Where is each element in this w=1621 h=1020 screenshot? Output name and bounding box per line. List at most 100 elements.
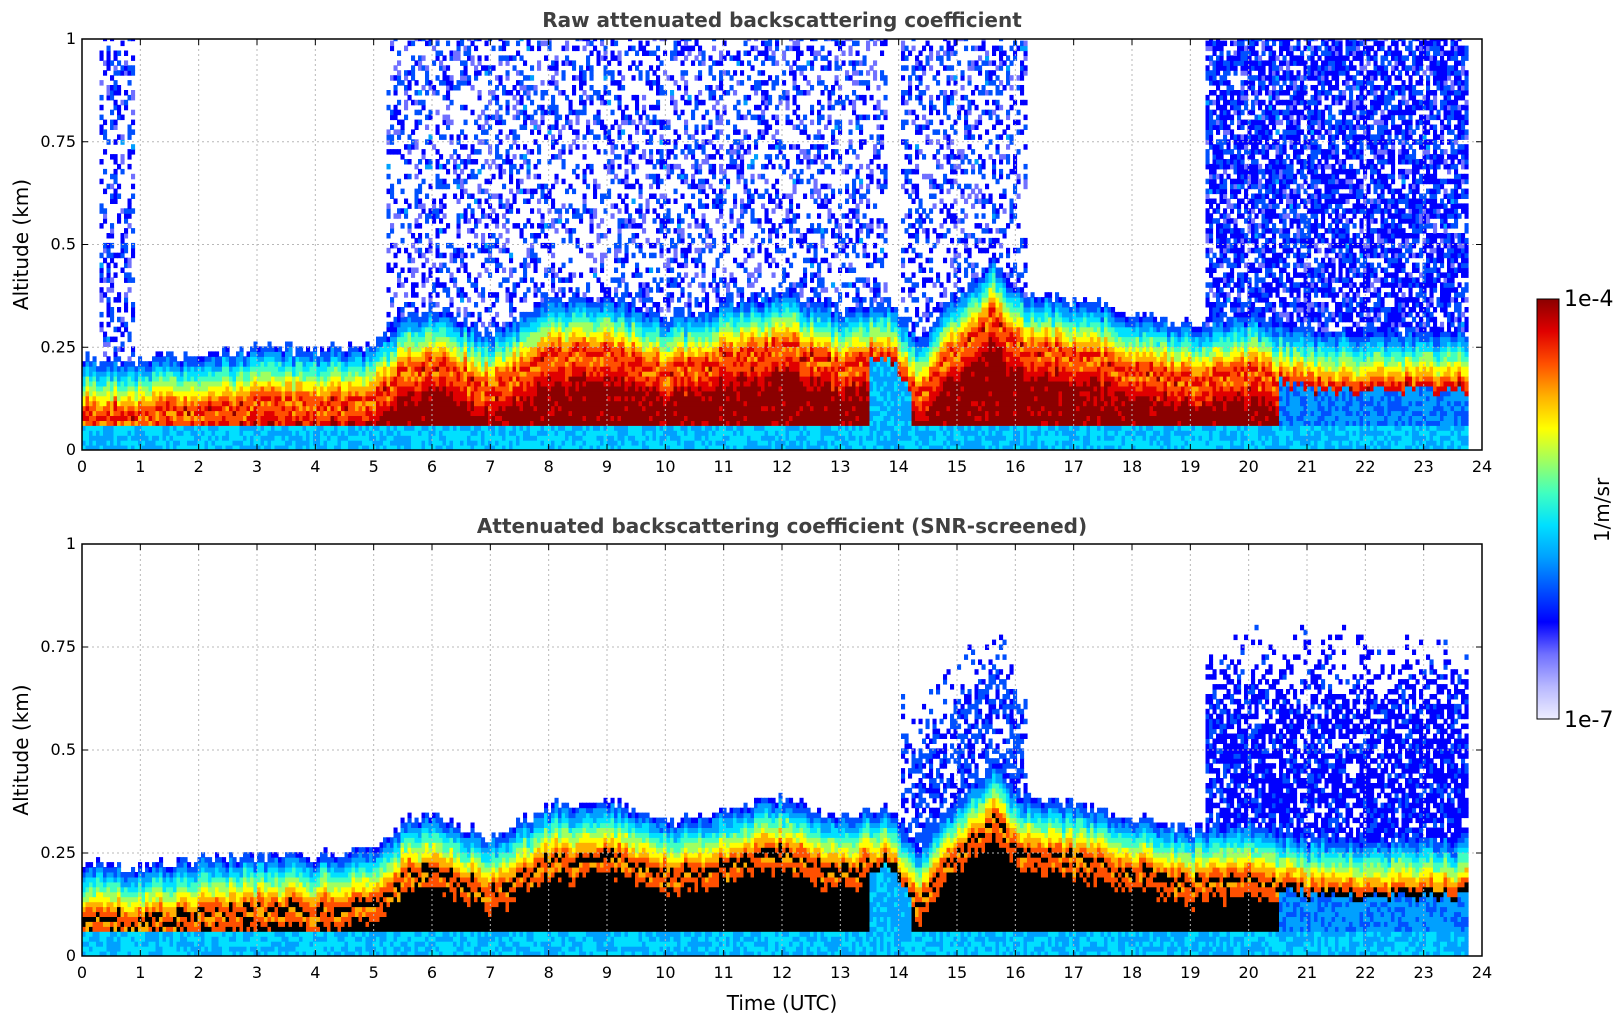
- heatmap-cell: [110, 445, 115, 450]
- heatmap-cell: [523, 346, 528, 352]
- heatmap-cell: [467, 173, 472, 180]
- heatmap-cell: [572, 213, 577, 219]
- heatmap-cell: [530, 400, 535, 407]
- heatmap-cell: [414, 223, 419, 229]
- heatmap-cell: [596, 50, 601, 56]
- heatmap-cell: [568, 376, 573, 382]
- heatmap-cell: [505, 228, 510, 234]
- heatmap-cell: [145, 366, 150, 372]
- heatmap-cell: [523, 60, 528, 66]
- heatmap-cell: [204, 376, 209, 382]
- heatmap-cell: [544, 420, 549, 426]
- heatmap-cell: [428, 341, 433, 347]
- heatmap-cell: [278, 425, 283, 431]
- heatmap-cell: [99, 381, 104, 387]
- heatmap-cell: [355, 415, 360, 421]
- heatmap-cell: [603, 326, 608, 333]
- heatmap-cell: [491, 173, 496, 180]
- heatmap-cell: [295, 351, 300, 357]
- heatmap-cell: [386, 163, 391, 170]
- heatmap-cell: [299, 395, 304, 402]
- heatmap-cell: [554, 351, 559, 357]
- heatmap-cell: [134, 400, 139, 407]
- heatmap-cell: [351, 430, 356, 436]
- heatmap-cell: [442, 410, 447, 416]
- heatmap-cell: [610, 435, 615, 441]
- heatmap-cell: [582, 361, 587, 367]
- heatmap-cell: [456, 45, 461, 52]
- heatmap-cell: [225, 440, 230, 446]
- heatmap-cell: [565, 445, 570, 450]
- heatmap-cell: [117, 440, 122, 446]
- heatmap-cell: [481, 208, 486, 214]
- heatmap-cell: [502, 336, 507, 343]
- heatmap-cell: [561, 385, 566, 392]
- heatmap-cell: [267, 351, 272, 357]
- heatmap-cell: [155, 435, 160, 441]
- heatmap-cell: [386, 440, 391, 446]
- heatmap-cell: [404, 440, 409, 446]
- heatmap-cell: [432, 45, 437, 52]
- heatmap-cell: [505, 361, 510, 367]
- heatmap-cell: [575, 326, 580, 333]
- heatmap-cell: [582, 445, 587, 450]
- heatmap-cell: [467, 159, 472, 165]
- heatmap-cell: [488, 425, 493, 431]
- heatmap-cell: [603, 341, 608, 347]
- heatmap-cell: [586, 371, 591, 377]
- heatmap-cell: [554, 302, 559, 308]
- heatmap-cell: [379, 395, 384, 402]
- heatmap-cell: [481, 247, 486, 254]
- heatmap-cell: [516, 70, 521, 76]
- heatmap-cell: [120, 385, 125, 392]
- heatmap-cell: [330, 420, 335, 426]
- heatmap-cell: [246, 390, 251, 397]
- heatmap-cell: [558, 435, 563, 441]
- heatmap-cell: [593, 208, 598, 214]
- heatmap-cell: [365, 376, 370, 382]
- heatmap-cell: [565, 361, 570, 367]
- heatmap-cell: [404, 75, 409, 81]
- heatmap-cell: [397, 430, 402, 436]
- heatmap-cell: [264, 445, 269, 450]
- heatmap-cell: [390, 193, 395, 199]
- heatmap-cell: [579, 39, 584, 42]
- heatmap-cell: [404, 351, 409, 357]
- heatmap-cell: [579, 109, 584, 116]
- heatmap-cell: [568, 297, 573, 303]
- heatmap-cell: [127, 134, 132, 140]
- heatmap-cell: [341, 361, 346, 367]
- heatmap-cell: [397, 425, 402, 431]
- heatmap-cell: [600, 376, 605, 382]
- heatmap-cell: [428, 331, 433, 338]
- heatmap-cell: [85, 385, 90, 392]
- heatmap-cell: [411, 55, 416, 61]
- heatmap-cell: [607, 376, 612, 382]
- heatmap-cell: [495, 356, 500, 362]
- heatmap-cell: [589, 40, 594, 47]
- heatmap-cell: [442, 213, 447, 219]
- heatmap-cell: [530, 114, 535, 121]
- heatmap-cell: [432, 346, 437, 352]
- heatmap-cell: [575, 163, 580, 170]
- heatmap-cell: [572, 400, 577, 407]
- heatmap-cell: [327, 430, 332, 436]
- heatmap-cell: [414, 415, 419, 421]
- heatmap-cell: [607, 159, 612, 165]
- heatmap-cell: [82, 435, 87, 441]
- heatmap-cell: [495, 242, 500, 249]
- heatmap-cell: [537, 40, 542, 47]
- heatmap-cell: [589, 376, 594, 382]
- heatmap-cell: [106, 390, 111, 397]
- heatmap-cell: [376, 395, 381, 402]
- heatmap-cell: [236, 356, 241, 362]
- heatmap-cell: [316, 376, 321, 382]
- heatmap-cell: [509, 395, 514, 402]
- heatmap-cell: [173, 381, 178, 387]
- heatmap-cell: [400, 336, 405, 343]
- heatmap-cell: [110, 395, 115, 402]
- heatmap-cell: [603, 65, 608, 71]
- heatmap-cell: [288, 420, 293, 426]
- heatmap-cell: [530, 376, 535, 382]
- heatmap-cell: [169, 435, 174, 441]
